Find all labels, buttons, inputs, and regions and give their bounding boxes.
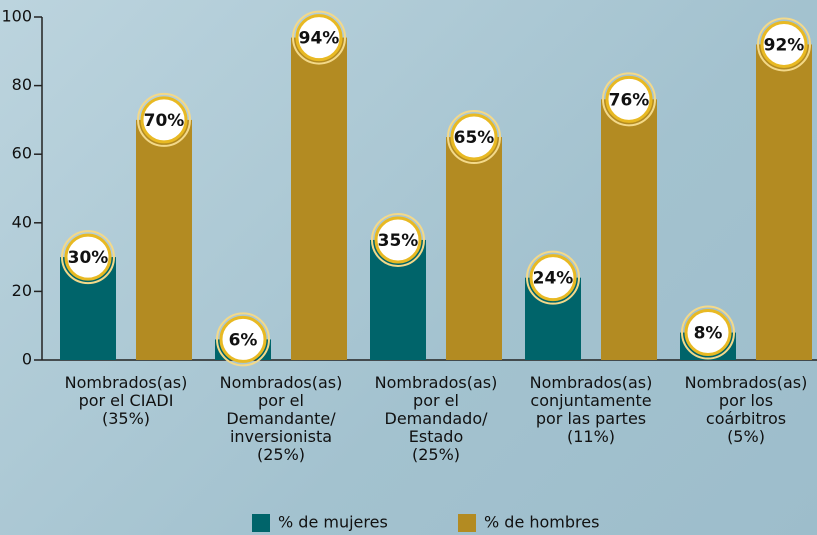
x-tick-label-line: conjuntamente [530, 391, 651, 410]
x-tick-label-line: (11%) [567, 427, 615, 446]
x-tick-label-line: (25%) [257, 445, 305, 464]
legend-swatch [252, 514, 270, 532]
x-tick-label-line: Demandante/ [226, 409, 336, 428]
x-tick-label-line: Nombrados(as) [375, 373, 498, 392]
x-tick-label-line: Nombrados(as) [530, 373, 653, 392]
x-tick-label-line: por los [719, 391, 773, 410]
value-badge-ring [526, 250, 580, 305]
value-badge-ring [371, 212, 425, 267]
value-badge-ring [216, 312, 270, 367]
value-badge-ring [447, 110, 501, 165]
value-badge-ring [757, 17, 811, 72]
bar [136, 119, 192, 361]
value-badge [140, 96, 188, 144]
y-tick-label: 60 [12, 144, 32, 163]
value-badge-ring [292, 10, 346, 65]
x-tick-label-line: por el [258, 391, 304, 410]
value-badge [64, 233, 112, 281]
bar [446, 137, 502, 360]
value-badge-ring [61, 230, 115, 285]
value-badge [219, 315, 267, 363]
x-tick-label-line: (35%) [102, 409, 150, 428]
legend-label: % de hombres [484, 513, 599, 532]
y-tick-label: 20 [12, 281, 32, 300]
value-badge [760, 20, 808, 68]
value-label: 30% [68, 248, 109, 268]
value-label: 70% [144, 111, 185, 131]
x-tick-label: Nombrados(as) por el Demandante/inversioni… [220, 373, 343, 464]
value-badge [605, 75, 653, 123]
value-label: 35% [378, 231, 419, 251]
value-label: 8% [694, 324, 723, 344]
x-tick-label-line: Nombrados(as) [65, 373, 188, 392]
x-tick-label-line: Estado [409, 427, 463, 446]
x-tick-label-line: inversionista [230, 427, 332, 446]
y-tick-label: 40 [12, 212, 32, 231]
x-tick-label-line: por el [413, 391, 459, 410]
bar [601, 99, 657, 360]
y-tick-label: 100 [1, 7, 32, 26]
value-badge [529, 254, 577, 302]
bar [291, 37, 347, 360]
value-label: 6% [229, 330, 258, 350]
value-badge [684, 309, 732, 357]
y-tick-label: 0 [22, 350, 32, 369]
value-badge [295, 14, 343, 62]
x-tick-label-line: por el CIADI [79, 391, 174, 410]
x-tick-label: Nombrados(as) por el CIADI (35%) [65, 373, 188, 428]
x-tick-label: Nombrados(as) por el Demandado/Estado (25%) [375, 373, 498, 464]
y-tick-label: 80 [12, 75, 32, 94]
value-badge-ring [602, 72, 656, 127]
value-label: 24% [533, 269, 574, 289]
x-tick-label: Nombrados(as) conjuntamente por las partes… [530, 373, 653, 446]
x-tick-label-line: por las partes [536, 409, 646, 428]
x-tick-label: Nombrados(as) por los coárbitros (5%) [685, 373, 808, 446]
value-label: 65% [454, 128, 495, 148]
x-tick-label-line: Nombrados(as) [220, 373, 343, 392]
legend-label: % de mujeres [278, 513, 388, 532]
value-label: 92% [764, 35, 805, 55]
x-tick-label-line: Demandado/ [385, 409, 489, 428]
x-tick-label-line: Nombrados(as) [685, 373, 808, 392]
legend-swatch [458, 514, 476, 532]
x-tick-label-line: coárbitros [706, 409, 786, 428]
value-label: 94% [299, 29, 340, 49]
value-label: 76% [609, 90, 650, 110]
value-badge [374, 216, 422, 264]
value-badge-ring [681, 305, 735, 360]
x-tick-label-line: (25%) [412, 445, 460, 464]
value-badge [450, 113, 498, 161]
x-tick-label-line: (5%) [727, 427, 765, 446]
bar [756, 44, 812, 360]
value-badge-ring [137, 92, 191, 147]
